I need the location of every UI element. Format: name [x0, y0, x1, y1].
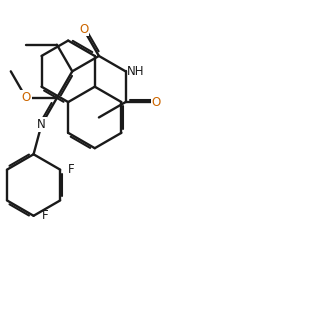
Text: F: F [68, 163, 75, 176]
Text: O: O [79, 23, 88, 36]
Text: O: O [152, 95, 161, 109]
Text: N: N [37, 118, 46, 131]
Text: NH: NH [127, 65, 145, 78]
Text: O: O [22, 91, 31, 105]
Text: F: F [42, 209, 48, 222]
